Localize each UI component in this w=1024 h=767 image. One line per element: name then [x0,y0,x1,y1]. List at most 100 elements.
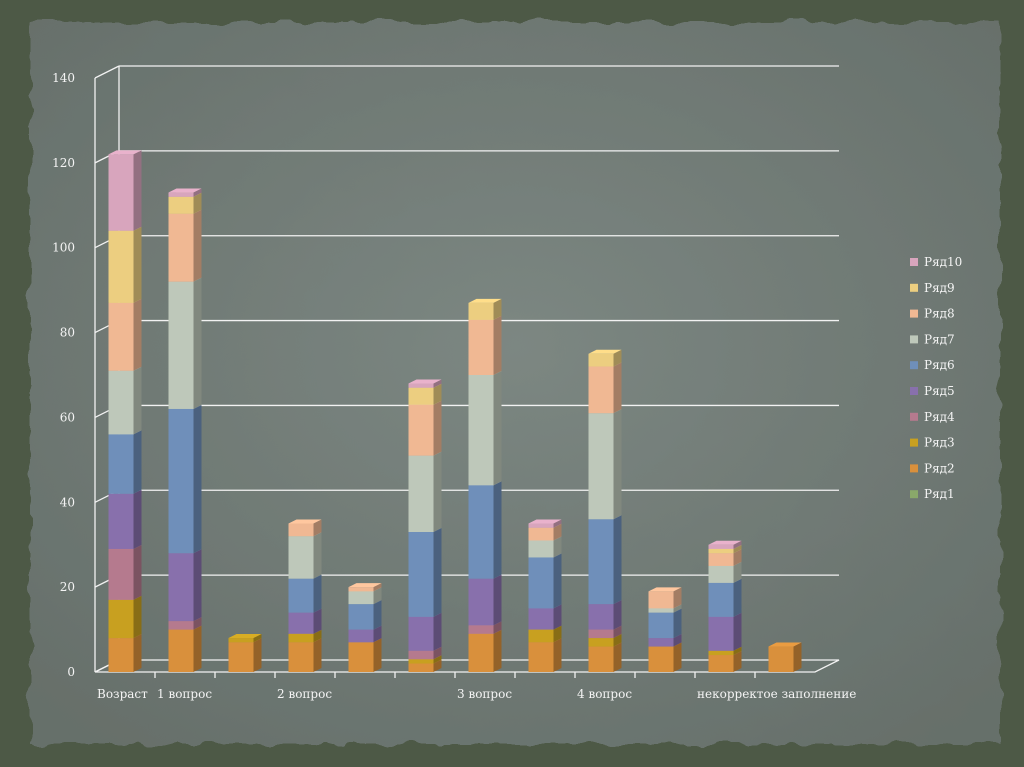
bar-side [313,638,322,672]
bar-front [468,302,494,320]
bar-front [768,646,794,672]
bar-front [408,659,434,664]
bar-side [733,578,742,617]
bar-segment [588,349,622,367]
bar-side [433,646,442,660]
bar-front [168,408,194,554]
bar-segment [708,578,742,617]
bar-side [133,366,142,435]
bar-segment [588,600,622,630]
bar-segment [168,625,202,672]
legend-item: Ряд4 [910,410,955,424]
bar-side [313,519,322,537]
bar-front [648,638,674,647]
bar-side [613,362,622,414]
bar-segment [168,277,202,409]
bar-side [193,192,202,214]
bar-segment [408,400,442,456]
legend-label: Ряд6 [924,358,955,372]
bar-side [673,604,682,613]
bar-front [588,353,614,367]
bar-side [613,409,622,520]
bar-side [193,625,202,672]
bar-side [193,209,202,282]
bar-front [348,642,374,672]
legend-swatch [910,258,918,266]
y-axis-tick-labels: 0 20 40 60 80 100 120 140 [52,71,75,679]
legend-item: Ряд5 [910,384,955,398]
bar-side [493,574,502,626]
bar-front [588,519,614,605]
bar-side [133,634,142,672]
bar-side [193,549,202,622]
legend-swatch [910,335,918,344]
bar-segment [468,629,502,672]
bar-side [133,595,142,639]
bar-top [768,642,802,647]
bar-segment [468,371,502,486]
bar-side [133,150,142,231]
bar-front [108,599,134,639]
bar-side [373,625,382,643]
bar-front [108,548,134,600]
bar-front [528,629,554,643]
bar-front [168,281,194,409]
legend-swatch [910,283,918,292]
bar-side [433,527,442,617]
bar-segment [648,642,682,672]
bar-side [253,638,262,672]
bar-side [553,638,562,672]
bar-front [528,540,554,558]
bar-side [553,519,562,528]
y-tick-label: 0 [67,665,75,679]
bar-front [708,582,734,617]
bar-segment [168,188,202,197]
x-category-label: некорректое заполнение [697,687,856,701]
bar-segment [168,549,202,622]
bar-side [553,553,562,609]
bar-segment [768,642,802,672]
bar-front [708,553,734,566]
bar-side [433,379,442,388]
legend-label: Ряд1 [924,487,955,501]
bar-segment [588,409,622,520]
bar-segment [108,298,142,371]
y-tick-label: 80 [60,326,75,340]
legend-label: Ряд4 [924,410,955,424]
bar-front [348,591,374,605]
bar-front [348,587,374,592]
bar-side [433,612,442,651]
bar-front [408,383,434,388]
bar-front [168,553,194,622]
bar-side [733,540,742,549]
bar-front [528,527,554,541]
legend-label: Ряд3 [924,436,955,450]
y-tick-label: 20 [60,580,75,594]
legend: Ряд10 Ряд9 Ряд8 Ряд7 Ряд6 Ряд5 Ряд4 Ряд3 Ряд2 Ряд… [910,255,962,501]
bar-side [733,646,742,656]
bar-front [588,604,614,630]
x-category-label: 1 вопрос [157,687,212,701]
bars [108,150,802,672]
bar-top [228,634,262,639]
bar-front [348,629,374,643]
legend-swatch [910,309,918,318]
legend-swatch [910,438,918,447]
bar-side [553,523,562,541]
bar-front [408,663,434,672]
bar-front [528,557,554,609]
bar-segment [468,574,502,626]
legend-label: Ряд10 [924,255,962,269]
bar-front [648,646,674,672]
bar-segment [648,587,682,609]
bar-front [528,642,554,672]
legend-label: Ряд8 [924,307,955,321]
bar-top [588,349,622,354]
bar-side [433,451,442,532]
bar-side [733,549,742,566]
bar-front [588,638,614,647]
bar-side [673,642,682,672]
bar-side [733,544,742,554]
y-tick-label: 100 [52,241,75,255]
